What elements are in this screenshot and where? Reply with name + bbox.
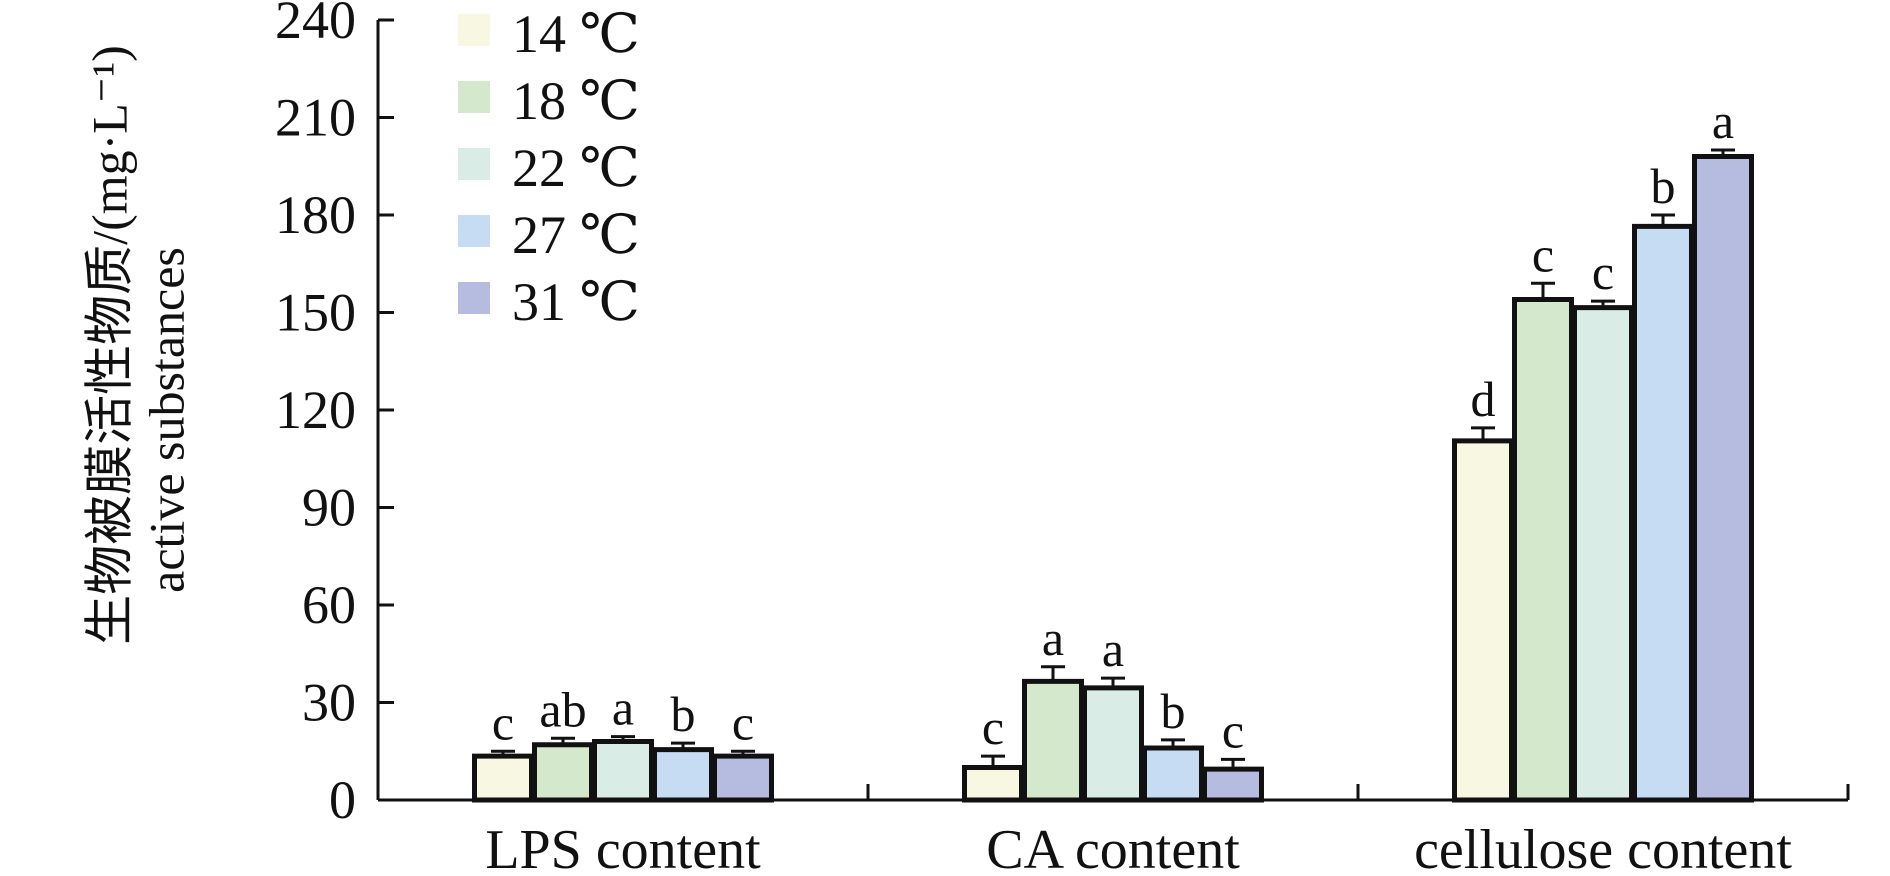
legend-label: 27 ℃ [512, 205, 640, 265]
axes: 0 30 60 90 120 150 180 210 240 LPS content CA cont… [275, 0, 1850, 876]
significance-label: a [612, 680, 634, 736]
legend-swatch [458, 282, 490, 314]
x-category-label: CA content [986, 819, 1240, 876]
y-tick-label: 120 [275, 380, 356, 440]
significance-label: c [982, 699, 1004, 755]
bar [1142, 745, 1204, 803]
significance-label: c [732, 694, 754, 750]
bar [962, 765, 1024, 803]
bar [472, 753, 534, 803]
bar [1692, 154, 1754, 803]
bar [592, 739, 654, 803]
y-tick-label: 150 [275, 283, 356, 343]
y-tick-label: 60 [302, 575, 356, 635]
significance-label: b [1651, 158, 1676, 214]
x-category-label: cellulose content [1414, 819, 1792, 876]
legend-label: 18 ℃ [512, 71, 640, 131]
bar [1632, 223, 1694, 803]
y-tick-label: 30 [302, 673, 356, 733]
significance-label: c [492, 694, 514, 750]
bar [1452, 438, 1514, 803]
significance-label: a [1042, 610, 1064, 666]
significance-label: b [1161, 683, 1186, 739]
legend-swatch [458, 148, 490, 180]
y-axis-label: 生物被膜活性物质/(mg·L⁻¹) [81, 45, 137, 645]
significance-label: c [1222, 702, 1244, 758]
bar [532, 742, 594, 803]
bar [652, 747, 714, 803]
significance-label: c [1532, 226, 1554, 282]
bar [1082, 685, 1144, 803]
bar [712, 753, 774, 803]
legend-swatch [458, 215, 490, 247]
significance-label: ab [539, 681, 586, 737]
y-axis-label-english: active substances [138, 247, 194, 593]
y-tick-label: 210 [275, 88, 356, 148]
bar [1022, 678, 1084, 803]
y-tick-label: 90 [302, 478, 356, 538]
legend-swatch [458, 14, 490, 46]
significance-label: a [1712, 93, 1734, 149]
x-category-label: LPS content [485, 819, 761, 876]
significance-label: c [1592, 244, 1614, 300]
bar [1202, 766, 1264, 803]
y-tick-label: 180 [275, 185, 356, 245]
legend-label: 22 ℃ [512, 138, 640, 198]
legend-label: 31 ℃ [512, 272, 640, 332]
y-tick-label: 0 [329, 770, 356, 830]
legend-swatch [458, 81, 490, 113]
legend-label: 14 ℃ [512, 4, 640, 64]
bar [1572, 305, 1634, 803]
significance-label: a [1102, 621, 1124, 677]
y-axis-title-group: 生物被膜活性物质/(mg·L⁻¹) active substances [81, 45, 194, 645]
legend: 14 ℃ 18 ℃ 22 ℃ 27 ℃ 31 ℃ [458, 4, 640, 332]
significance-label: b [671, 686, 696, 742]
bar [1512, 297, 1574, 803]
y-tick-label: 240 [275, 0, 356, 50]
significance-label: d [1471, 371, 1496, 427]
